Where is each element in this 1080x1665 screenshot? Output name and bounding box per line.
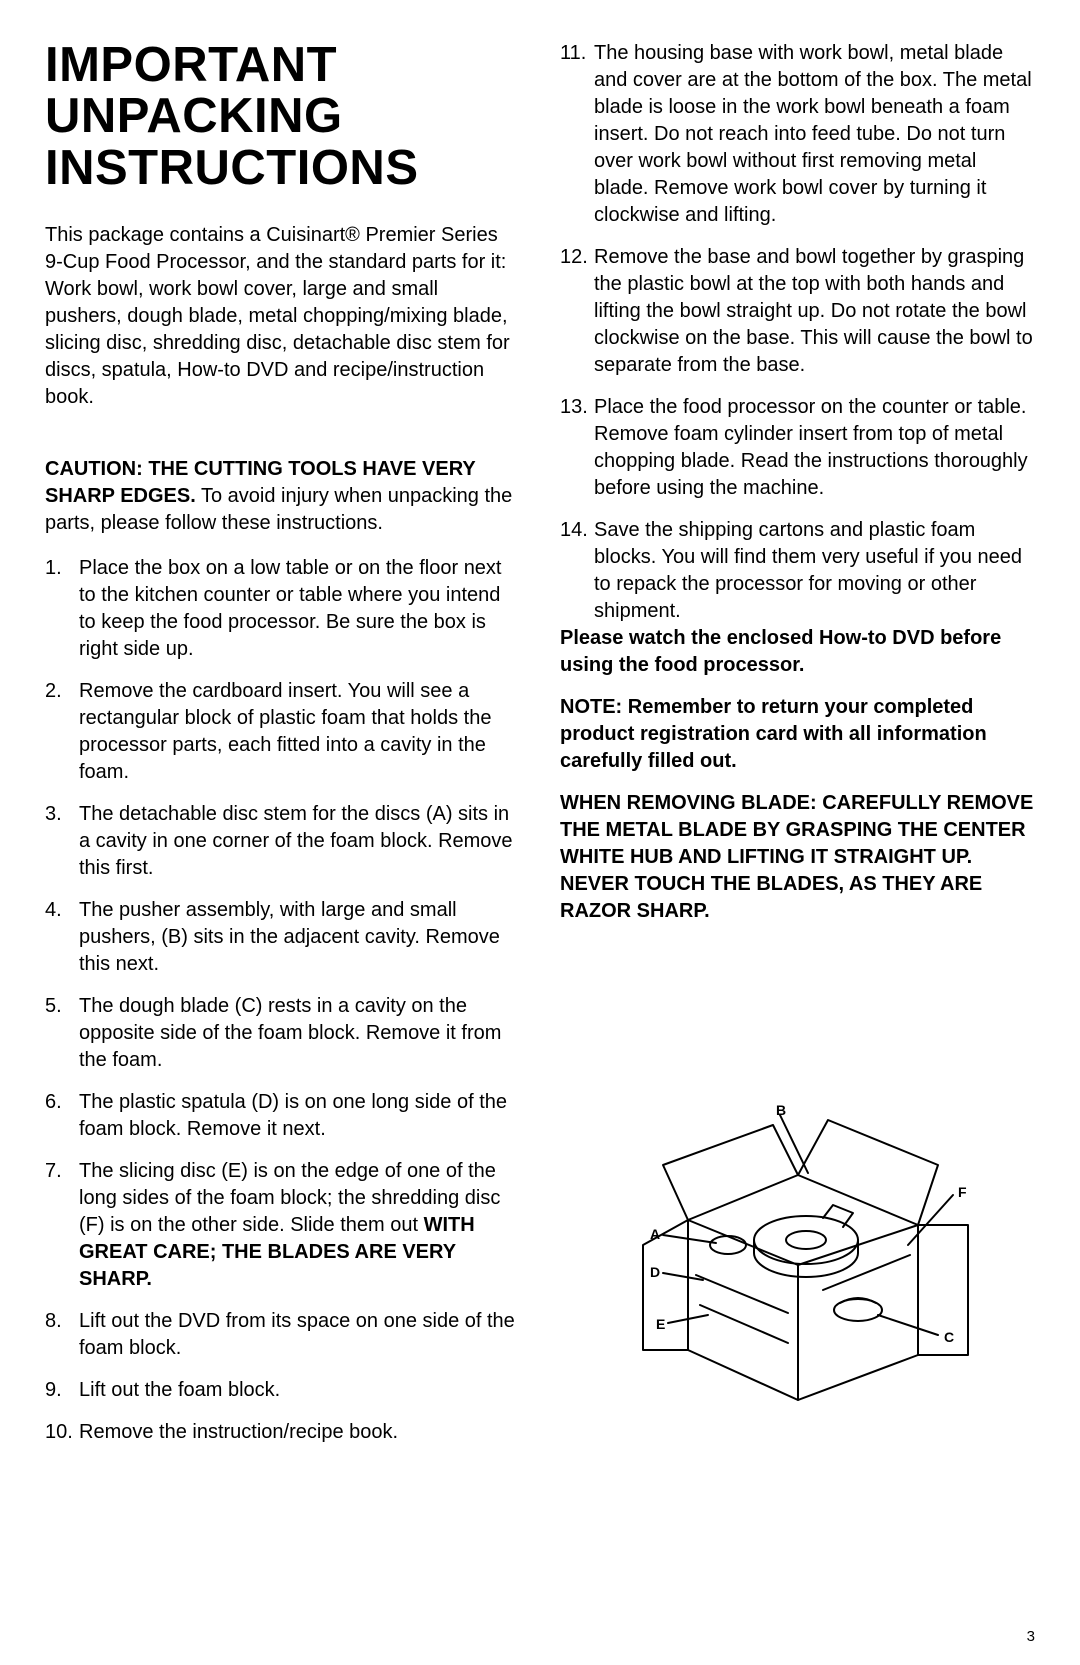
diagram-label-e: E: [656, 1316, 665, 1332]
closing-note-3: WHEN REMOVING BLADE: CAREFULLY REMOVE TH…: [560, 790, 1035, 925]
caution-paragraph: CAUTION: THE CUTTING TOOLS HAVE VERY SHA…: [45, 456, 520, 537]
list-item: Remove the base and bowl together by gra…: [560, 244, 1035, 379]
list-item: The pusher assembly, with large and smal…: [45, 897, 520, 978]
box-diagram-svg: A B C D E F: [608, 1105, 988, 1405]
page-title: IMPORTANT UNPACKING INSTRUCTIONS: [45, 40, 520, 194]
list-item: Save the shipping cartons and plastic fo…: [560, 517, 1035, 625]
list-item: The plastic spatula (D) is on one long s…: [45, 1089, 520, 1143]
diagram-label-b: B: [776, 1105, 786, 1118]
closing-note-1: Please watch the enclosed How-to DVD bef…: [560, 625, 1035, 679]
intro-paragraph: This package contains a Cuisinart® Premi…: [45, 222, 520, 411]
list-item: Place the box on a low table or on the f…: [45, 555, 520, 663]
list-item: The detachable disc stem for the discs (…: [45, 801, 520, 882]
list-item: The dough blade (C) rests in a cavity on…: [45, 993, 520, 1074]
diagram-label-d: D: [650, 1264, 660, 1280]
list-item: The housing base with work bowl, metal b…: [560, 40, 1035, 229]
page-number: 3: [1027, 1628, 1035, 1645]
diagram-label-c: C: [944, 1329, 954, 1345]
list-item: Lift out the foam block.: [45, 1377, 520, 1404]
list-item: The slicing disc (E) is on the edge of o…: [45, 1158, 520, 1293]
diagram-label-f: F: [958, 1184, 967, 1200]
list-item: Lift out the DVD from its space on one s…: [45, 1308, 520, 1362]
list-item: Remove the cardboard insert. You will se…: [45, 678, 520, 786]
closing-note-2: NOTE: Remember to return your completed …: [560, 694, 1035, 775]
list-item: Remove the instruction/recipe book.: [45, 1419, 520, 1446]
packaging-diagram: A B C D E F: [560, 1105, 1035, 1405]
diagram-label-a: A: [650, 1226, 660, 1242]
list-item: Place the food processor on the counter …: [560, 394, 1035, 502]
